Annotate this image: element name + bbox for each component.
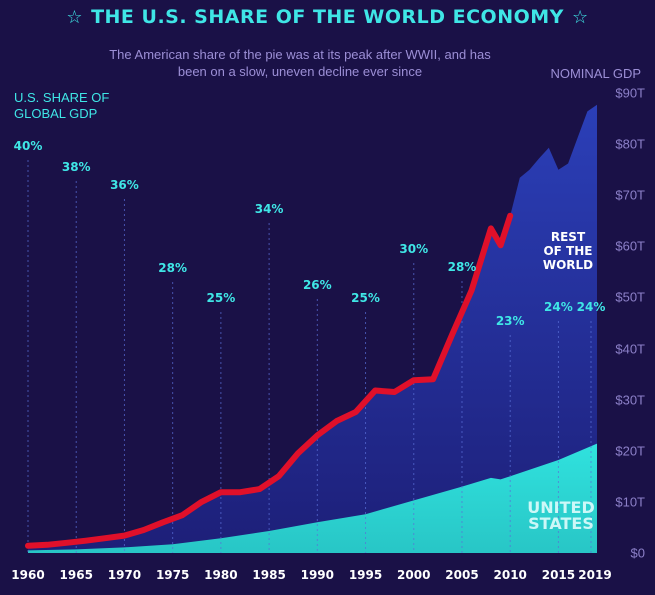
share-label-1970: 36% — [110, 178, 139, 192]
share-axis-label: U.S. SHARE OF GLOBAL GDP — [14, 90, 110, 121]
rest-of-world-area — [28, 104, 597, 554]
share-label-2019: 24% — [576, 300, 606, 314]
united-states-area — [28, 443, 597, 553]
united-states-label: UNITED STATES — [527, 498, 595, 533]
x-tick-label: 1980 — [204, 568, 238, 582]
x-tick-label: 1990 — [300, 568, 335, 582]
x-tick-label: 1995 — [348, 568, 383, 582]
share-label-2010: 23% — [495, 314, 525, 328]
y-tick-label: $70T — [615, 187, 645, 203]
x-tick-label: 1965 — [59, 568, 93, 582]
y-tick-label: $80T — [615, 136, 645, 152]
share-label-1990: 26% — [302, 278, 332, 292]
star-icon: ☆ — [571, 7, 589, 28]
share-label-1995: 25% — [351, 291, 380, 305]
y-tick-label: $10T — [615, 494, 645, 510]
x-tick-label: 1975 — [155, 568, 190, 582]
red-highlight-line — [25, 212, 514, 549]
star-icon: ☆ — [66, 7, 84, 28]
chart-title: ☆ THE U.S. SHARE OF THE WORLD ECONOMY ☆ — [0, 6, 655, 28]
y-tick-label: $30T — [615, 392, 645, 408]
chart-subtitle: The American share of the pie was at its… — [109, 47, 491, 79]
share-label-2015: 24% — [544, 300, 573, 314]
x-tick-label: 2005 — [445, 568, 479, 582]
x-tick-label: 2000 — [397, 568, 431, 582]
share-label-1965: 38% — [61, 160, 91, 174]
y-tick-label: $90T — [615, 85, 645, 101]
share-label-1960: 40% — [13, 139, 43, 153]
gdp-axis-label: NOMINAL GDP — [550, 66, 641, 81]
x-tick-label: 1960 — [11, 568, 45, 582]
share-label-1985: 34% — [254, 202, 284, 216]
share-label-1975: 28% — [158, 261, 188, 275]
share-label-2005: 28% — [447, 260, 477, 274]
y-tick-label: $40T — [615, 341, 645, 357]
rest-of-world-label: REST OF THE WORLD — [542, 230, 594, 272]
y-tick-label: $60T — [615, 238, 645, 254]
x-tick-label: 1970 — [107, 568, 142, 582]
share-label-1980: 25% — [206, 291, 236, 305]
share-label-2000: 30% — [399, 242, 429, 256]
y-tick-label: $20T — [615, 443, 645, 459]
y-tick-label: $0 — [630, 545, 645, 561]
x-tick-label: 2015 — [541, 568, 576, 582]
x-tick-label: 2010 — [493, 568, 527, 582]
x-tick-label: 2019 — [578, 568, 612, 582]
title-text: THE U.S. SHARE OF THE WORLD ECONOMY — [91, 6, 564, 28]
x-tick-label: 1985 — [252, 568, 286, 582]
y-tick-label: $50T — [615, 289, 645, 305]
